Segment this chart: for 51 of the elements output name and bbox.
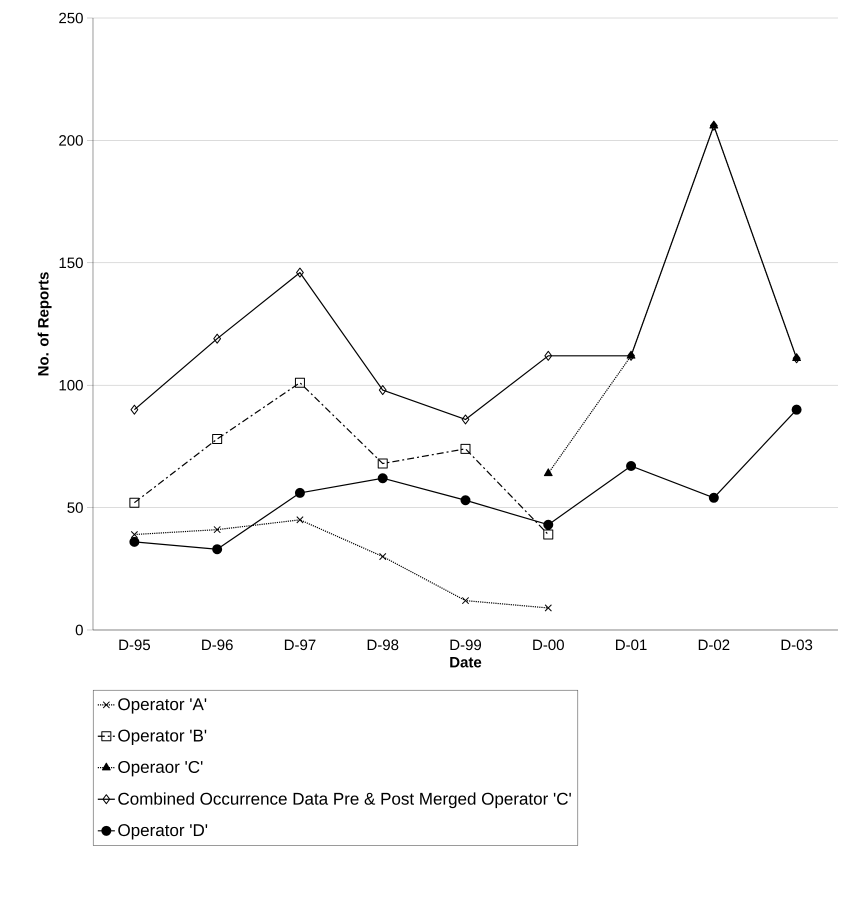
x-tick-label: D-01 [616,640,647,650]
point [544,468,553,476]
point [130,404,138,415]
point [213,526,221,534]
legend-label: Operator 'A' [118,698,206,714]
point [792,404,802,415]
x-tick-label: D-95 [119,640,150,650]
y-tick-label: 200 [59,135,83,146]
x-tick-label: D-98 [368,640,398,650]
legend-label: Operator 'D' [118,824,208,840]
y-tick-label: 100 [60,380,83,391]
x-tick-label: D-03 [782,640,812,650]
point [544,350,552,361]
point [544,604,552,612]
point [212,434,222,444]
y-tick-label: 150 [60,257,83,268]
point [710,120,718,131]
point [379,552,386,560]
point [708,492,719,503]
x-tick-label: D-00 [533,640,564,650]
point [213,334,222,344]
x-tick-label: D-96 [202,640,233,650]
y-tick-label: 0 [76,624,83,636]
legend-label: Combined Occurrence Data Pre & Post Merged Operator 'C' [118,792,571,808]
point [296,268,304,278]
x-tick-label: D-97 [284,640,316,650]
point [460,495,470,506]
point [129,498,140,508]
point [462,414,470,424]
x-tick-label: D-02 [698,640,730,650]
legend-label: Operaor 'C' [118,760,202,776]
x-axis-title: Date [450,657,482,668]
point [212,544,222,554]
point [378,385,387,396]
point [543,520,554,530]
point [626,460,636,471]
point [460,444,470,454]
point [294,488,305,498]
y-tick-label: 50 [67,502,83,513]
point [378,473,388,484]
point [294,378,305,388]
legend-label: Operator 'B' [118,730,206,745]
y-tick-label: 250 [59,12,83,24]
point [296,516,304,524]
point [129,536,140,547]
point [543,530,554,540]
y-axis-title: No. of Reports [38,272,52,376]
point [462,596,470,604]
point [378,458,388,469]
point [130,530,138,538]
x-tick-label: D-99 [450,640,482,650]
